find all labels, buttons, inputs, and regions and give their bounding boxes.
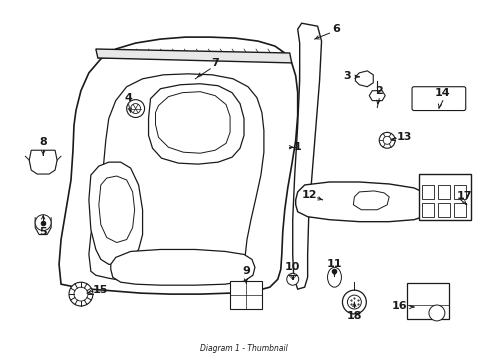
Polygon shape: [99, 176, 134, 243]
Text: 16: 16: [390, 301, 406, 311]
Text: 5: 5: [39, 226, 47, 237]
FancyBboxPatch shape: [418, 174, 470, 220]
Circle shape: [428, 305, 444, 321]
Polygon shape: [89, 74, 264, 284]
Circle shape: [342, 290, 366, 314]
Polygon shape: [368, 91, 385, 100]
FancyBboxPatch shape: [421, 203, 433, 217]
Text: 18: 18: [346, 311, 362, 321]
Text: 17: 17: [456, 191, 471, 201]
Polygon shape: [295, 182, 432, 222]
Polygon shape: [29, 150, 57, 174]
Polygon shape: [96, 49, 291, 63]
Text: 4: 4: [124, 93, 132, 103]
Polygon shape: [355, 71, 372, 87]
Polygon shape: [89, 162, 142, 264]
Polygon shape: [292, 23, 321, 289]
Circle shape: [130, 104, 141, 113]
Circle shape: [74, 287, 88, 301]
Circle shape: [286, 273, 298, 285]
Circle shape: [35, 215, 51, 231]
Polygon shape: [111, 249, 254, 285]
Text: 14: 14: [434, 88, 450, 98]
FancyBboxPatch shape: [437, 185, 449, 199]
Text: 9: 9: [242, 266, 249, 276]
Circle shape: [126, 100, 144, 117]
Text: 3: 3: [343, 71, 350, 81]
Polygon shape: [59, 37, 297, 294]
Text: 12: 12: [301, 190, 317, 200]
FancyBboxPatch shape: [421, 185, 433, 199]
Circle shape: [379, 132, 394, 148]
Text: 15: 15: [93, 285, 108, 295]
FancyBboxPatch shape: [230, 281, 262, 309]
Text: 1: 1: [293, 142, 301, 152]
Text: 6: 6: [332, 24, 340, 34]
Polygon shape: [148, 84, 244, 164]
FancyBboxPatch shape: [406, 283, 448, 319]
Text: 10: 10: [285, 262, 300, 272]
Circle shape: [346, 295, 361, 309]
Text: Diagram 1 - Thumbnail: Diagram 1 - Thumbnail: [200, 344, 287, 353]
Circle shape: [383, 136, 390, 144]
Text: 11: 11: [326, 259, 342, 269]
Text: 13: 13: [396, 132, 411, 142]
Text: 7: 7: [211, 58, 219, 68]
FancyBboxPatch shape: [437, 203, 449, 217]
Ellipse shape: [327, 267, 341, 287]
Text: 8: 8: [39, 137, 47, 147]
FancyBboxPatch shape: [411, 87, 465, 111]
FancyBboxPatch shape: [453, 203, 465, 217]
Text: 2: 2: [375, 86, 382, 96]
Polygon shape: [155, 92, 230, 153]
Circle shape: [69, 282, 93, 306]
FancyBboxPatch shape: [453, 185, 465, 199]
Polygon shape: [353, 191, 388, 210]
